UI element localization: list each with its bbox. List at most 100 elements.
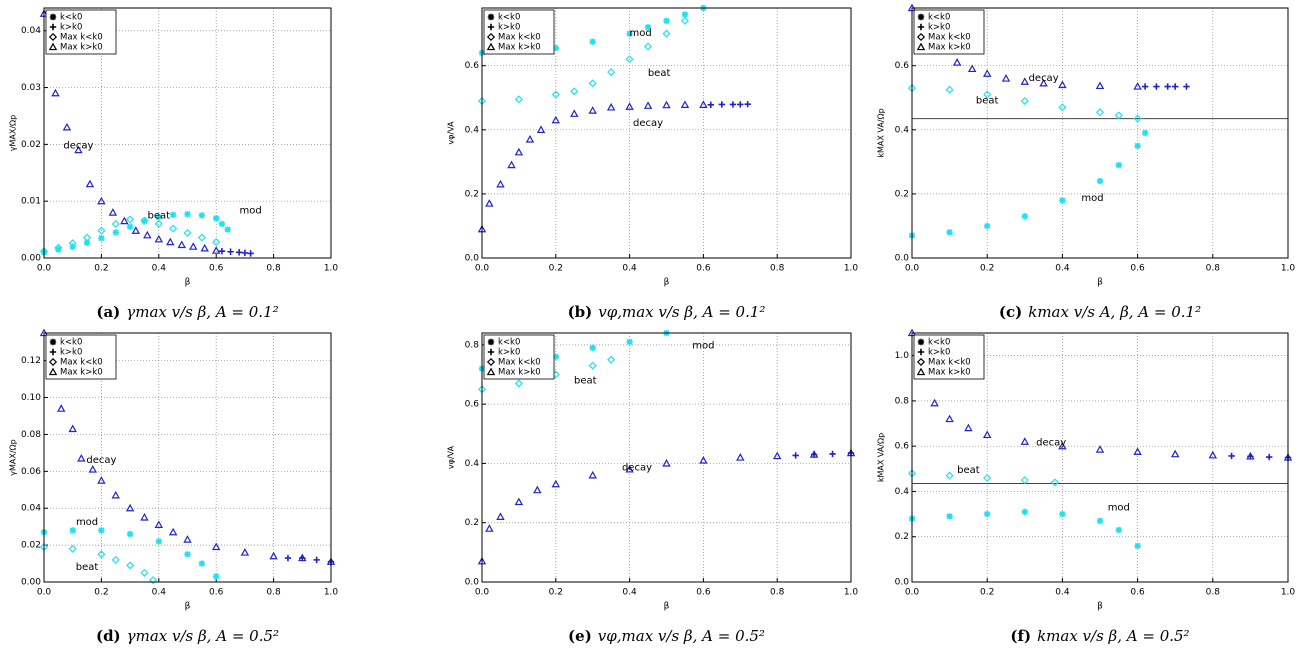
legend-label: Max k<k0 [928, 33, 971, 43]
x-tick-label: 0.6 [1130, 588, 1145, 598]
x-tick-label: 0.6 [1130, 264, 1145, 274]
point [1134, 143, 1140, 149]
legend-label: k>k0 [498, 348, 520, 358]
legend: k<k0k>k0Max k<k0Max k>k0 [46, 10, 116, 54]
point [127, 224, 133, 230]
y-axis-label: kMAX VA/Ωp [877, 108, 886, 157]
y-tick-label: 0.8 [465, 340, 480, 350]
legend-label: k>k0 [60, 348, 82, 358]
point [1116, 527, 1122, 533]
y-tick-label: 0.04 [21, 26, 41, 36]
annotation: beat [957, 465, 980, 476]
legend-label: Max k>k0 [498, 43, 541, 53]
x-axis-label: β [1097, 278, 1103, 288]
annotation: beat [574, 375, 597, 386]
annotation: decay [1029, 73, 1059, 84]
y-tick-label: 0.00 [21, 254, 41, 264]
legend: k<k0k>k0Max k<k0Max k>k0 [914, 335, 984, 379]
annotation: mod [692, 340, 714, 351]
x-tick-label: 0.4 [622, 264, 637, 274]
caption: (b) vφ,max v/s β, A = 0.1² [568, 303, 766, 321]
legend-label: k<k0 [498, 13, 520, 23]
legend-label: k<k0 [498, 338, 520, 348]
y-tick-label: 0.4 [465, 125, 480, 135]
caption-label: (d) [96, 627, 121, 645]
caption: (e)vφ,max v/s β, A = 0.5² [568, 627, 765, 645]
y-tick-label: 0.2 [465, 518, 479, 528]
y-tick-label: 0.6 [895, 61, 910, 71]
legend-label: Max k<k0 [60, 33, 103, 43]
legend-label: k>k0 [928, 348, 950, 358]
x-tick-label: 1.0 [844, 264, 859, 274]
point [1134, 543, 1140, 549]
legend-label: k<k0 [60, 13, 82, 23]
caption-text: γmax v/s β, A = 0.5² [127, 627, 279, 645]
legend-marker [488, 339, 494, 345]
point [1059, 197, 1065, 203]
y-tick-label: 0.02 [21, 541, 41, 551]
y-tick-label: 0.2 [895, 189, 909, 199]
caption-label: (b) [568, 303, 593, 321]
x-tick-label: 0.2 [94, 588, 108, 598]
point [984, 511, 990, 517]
x-tick-label: 1.0 [844, 588, 859, 598]
annotation: mod [76, 517, 98, 528]
annotation: mod [1108, 502, 1130, 513]
point [219, 221, 225, 227]
point [98, 527, 104, 533]
y-axis-label: vφ/VA [447, 445, 456, 469]
x-axis-label: β [664, 278, 670, 288]
legend-marker [488, 14, 494, 20]
x-tick-label: 1.0 [324, 588, 339, 598]
y-axis-label: γMAX/Ωp [9, 115, 18, 151]
y-tick-label: 0.8 [895, 396, 910, 406]
caption-text: kmax v/s β, A = 0.5² [1037, 627, 1190, 645]
y-tick-label: 0.01 [21, 197, 41, 207]
legend-label: Max k<k0 [498, 358, 541, 368]
y-tick-label: 0.2 [465, 189, 479, 199]
y-tick-label: 0.0 [465, 254, 480, 264]
caption-text: vφ,max v/s β, A = 0.1² [598, 303, 765, 321]
x-tick-label: 1.0 [1281, 264, 1296, 274]
annotation: mod [240, 206, 262, 217]
legend-marker [50, 14, 56, 20]
x-tick-label: 0.0 [905, 264, 920, 274]
point [1059, 511, 1065, 517]
caption-text: vφ,max v/s β, A = 0.5² [598, 627, 765, 645]
x-tick-label: 0.8 [266, 588, 281, 598]
legend-label: Max k<k0 [60, 358, 103, 368]
y-tick-label: 1.0 [895, 351, 910, 361]
point [184, 551, 190, 557]
point [156, 538, 162, 544]
x-axis-label: β [1097, 602, 1103, 612]
x-tick-label: 0.6 [209, 588, 224, 598]
y-tick-label: 0.04 [21, 504, 41, 514]
point [590, 38, 596, 44]
x-tick-label: 0.6 [209, 264, 224, 274]
x-tick-label: 0.4 [152, 264, 167, 274]
x-axis-label: β [185, 602, 191, 612]
legend-label: k>k0 [928, 23, 950, 33]
annotation: mod [1081, 193, 1103, 204]
annotation: decay [63, 141, 93, 152]
caption-label: (c) [999, 303, 1022, 321]
y-tick-label: 0.6 [895, 442, 910, 452]
x-tick-label: 0.4 [622, 588, 637, 598]
legend-label: Max k<k0 [498, 33, 541, 43]
point [1022, 213, 1028, 219]
x-tick-label: 0.6 [696, 588, 711, 598]
y-tick-label: 0.4 [895, 125, 910, 135]
x-tick-label: 0.4 [152, 588, 167, 598]
x-tick-label: 0.6 [696, 264, 711, 274]
annotation: beat [976, 96, 999, 107]
x-tick-label: 0.2 [980, 588, 994, 598]
y-tick-label: 0.6 [465, 400, 480, 410]
x-tick-label: 0.8 [770, 264, 785, 274]
annotation: decay [86, 455, 116, 466]
legend-marker [918, 339, 924, 345]
point [213, 215, 219, 221]
legend-label: Max k<k0 [928, 358, 971, 368]
legend-label: k>k0 [60, 23, 82, 33]
x-tick-label: 0.4 [1055, 588, 1070, 598]
